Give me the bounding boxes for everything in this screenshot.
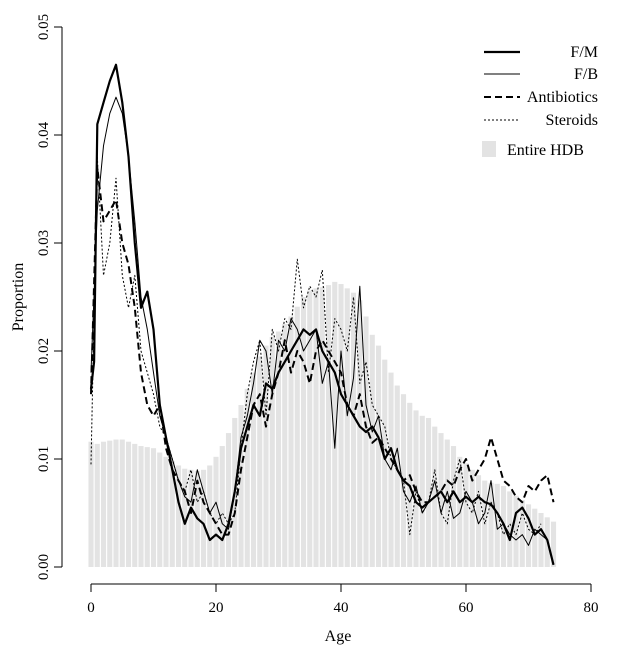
hdb-bar [157,452,163,567]
hdb-bar [513,495,519,567]
hdb-bar [150,448,157,567]
hdb-bars [88,281,557,567]
hdb-bar [263,345,269,567]
x-axis: 0 20 40 60 80 [87,583,599,616]
y-tick-label: 0.02 [36,338,52,364]
hdb-bar [244,388,250,567]
hdb-bar [275,331,282,567]
hdb-bar [219,446,225,567]
hdb-bar [88,441,94,567]
hdb-bar [369,334,375,567]
hdb-bar [325,285,332,567]
hdb-bar [319,287,325,567]
y-tick-label: 0.01 [36,446,52,472]
hdb-bar [225,433,232,567]
y-axis: 0.00 0.01 0.02 0.03 0.04 0.05 [36,14,63,580]
x-axis-label: Age [325,628,352,645]
hdb-bar [207,465,213,567]
hdb-bar [550,521,557,567]
hdb-bar [475,475,482,567]
hdb-bar [100,441,107,567]
hdb-bar [357,300,363,567]
legend-swatch-entire-hdb [482,141,496,157]
legend-label-entire-hdb: Entire HDB [507,142,584,159]
hdb-bar [294,306,300,567]
legend: F/M F/B Antibiotics Steroids Entire HDB [482,44,598,159]
hdb-bar [119,439,125,567]
hdb-bar [250,372,257,567]
legend-label-steroids: Steroids [546,112,598,129]
hdb-bar [450,446,457,567]
hdb-bar [382,359,388,567]
hdb-bar [138,446,144,567]
hdb-bar [332,281,338,567]
hdb-bar [175,465,182,567]
hdb-bar [113,439,119,567]
hdb-bar [200,469,207,567]
hdb-bar [288,316,294,567]
x-tick-label: 20 [209,600,224,616]
hdb-bar [488,482,494,567]
hdb-bar [307,290,313,567]
hdb-bar [419,415,425,567]
hdb-bar [269,336,275,567]
hdb-bar [313,288,319,567]
x-tick-label: 60 [459,600,474,616]
hdb-bar [94,443,100,567]
hdb-bar [300,297,307,567]
series-lines [89,63,555,566]
hdb-bar [507,491,513,567]
hdb-bar [394,385,400,567]
hdb-bar [282,324,288,567]
y-tick-label: 0.03 [36,230,52,256]
series-line-f-b [90,96,554,565]
x-tick-label: 80 [584,600,599,616]
hdb-bar [182,468,188,567]
series-line-steroids [90,156,542,536]
hdb-bar [425,417,432,567]
y-axis-label: Proportion [10,263,27,331]
x-ticks: 0 20 40 60 80 [87,584,599,616]
legend-label-f-b: F/B [574,66,598,83]
series-line-antibiotics [90,166,555,536]
hdb-bar [525,504,532,567]
y-tick-label: 0.05 [36,14,52,40]
hdb-bar [107,440,113,567]
hdb-bar [344,288,350,567]
legend-label-antibiotics: Antibiotics [527,89,598,106]
hdb-bar [132,443,138,567]
hdb-bar [438,433,444,567]
hdb-bar [125,441,132,567]
hdb-bar [538,513,544,567]
hdb-bar [469,469,475,567]
hdb-bar [188,469,194,567]
hdb-bar [169,461,175,567]
y-ticks: 0.00 0.01 0.02 0.03 0.04 0.05 [36,14,62,580]
y-tick-label: 0.00 [36,554,52,580]
hdb-bar [375,345,382,567]
hdb-bar [350,292,357,567]
hdb-bar [257,356,263,567]
hdb-bar [338,284,344,567]
hdb-bar [363,316,369,567]
hdb-bar [519,500,525,567]
hdb-bar [238,405,244,567]
x-tick-label: 40 [334,600,349,616]
hdb-bar [213,456,219,567]
legend-label-f-m: F/M [570,44,598,61]
hdb-bar [463,463,469,567]
hdb-bar [532,508,538,567]
hdb-bar [144,447,150,567]
y-tick-label: 0.04 [36,121,52,148]
x-tick-label: 0 [87,600,95,616]
hdb-bar [163,456,169,567]
